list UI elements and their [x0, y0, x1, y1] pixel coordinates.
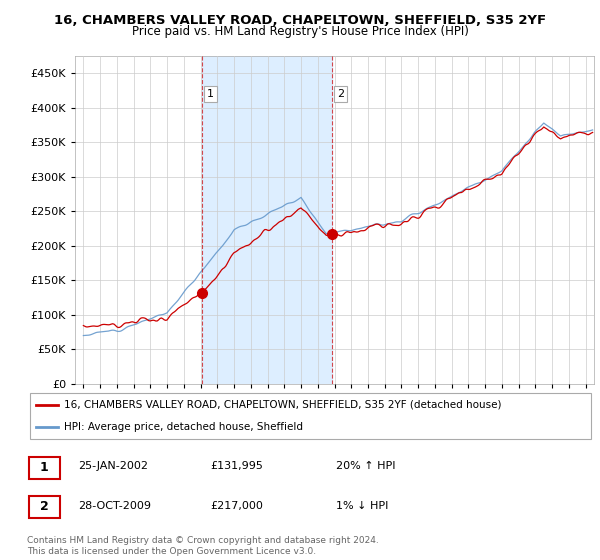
Text: Price paid vs. HM Land Registry's House Price Index (HPI): Price paid vs. HM Land Registry's House … — [131, 25, 469, 38]
Text: 28-OCT-2009: 28-OCT-2009 — [78, 501, 151, 511]
Text: HPI: Average price, detached house, Sheffield: HPI: Average price, detached house, Shef… — [64, 422, 303, 432]
Text: 1: 1 — [207, 89, 214, 99]
Text: 1% ↓ HPI: 1% ↓ HPI — [336, 501, 388, 511]
Text: 2: 2 — [337, 89, 344, 99]
Text: 1: 1 — [40, 461, 49, 474]
Text: 16, CHAMBERS VALLEY ROAD, CHAPELTOWN, SHEFFIELD, S35 2YF: 16, CHAMBERS VALLEY ROAD, CHAPELTOWN, SH… — [54, 14, 546, 27]
FancyBboxPatch shape — [29, 496, 60, 518]
Text: £131,995: £131,995 — [210, 461, 263, 472]
Text: £217,000: £217,000 — [210, 501, 263, 511]
Text: Contains HM Land Registry data © Crown copyright and database right 2024.
This d: Contains HM Land Registry data © Crown c… — [27, 536, 379, 556]
Text: 16, CHAMBERS VALLEY ROAD, CHAPELTOWN, SHEFFIELD, S35 2YF (detached house): 16, CHAMBERS VALLEY ROAD, CHAPELTOWN, SH… — [64, 400, 502, 410]
FancyBboxPatch shape — [29, 456, 60, 479]
FancyBboxPatch shape — [30, 393, 591, 438]
Text: 20% ↑ HPI: 20% ↑ HPI — [336, 461, 395, 472]
Bar — [202, 56, 332, 384]
Text: 25-JAN-2002: 25-JAN-2002 — [78, 461, 148, 472]
Text: 2: 2 — [40, 500, 49, 514]
